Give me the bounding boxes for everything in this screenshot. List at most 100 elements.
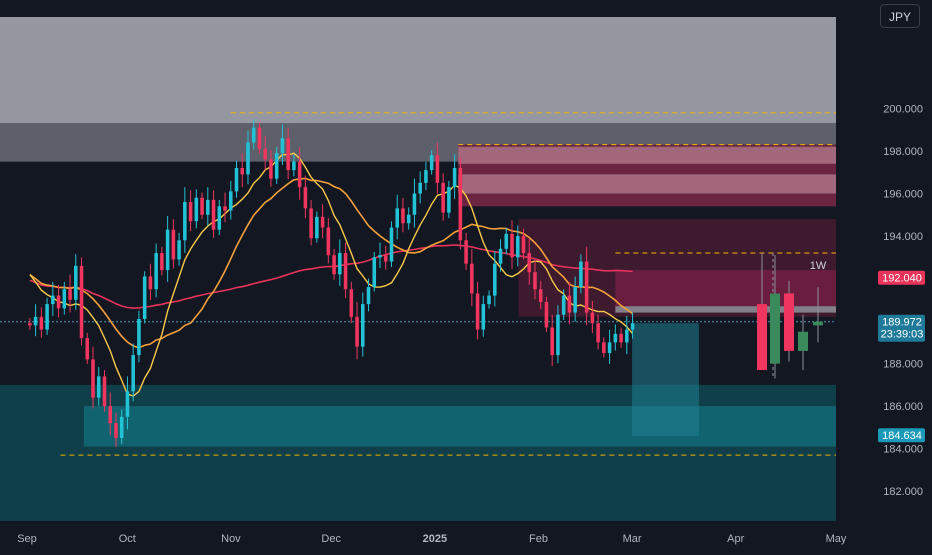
candle-body — [619, 333, 623, 343]
candle-body — [297, 161, 302, 188]
candle-body — [326, 227, 331, 256]
candle-body — [389, 227, 394, 262]
candle-body — [538, 289, 543, 302]
candle-body — [378, 255, 382, 258]
price-tick-label: 184.000 — [883, 444, 923, 456]
countdown-label: 23:39:03 — [881, 329, 924, 341]
candle-body — [286, 138, 290, 171]
candle-body — [349, 289, 354, 317]
candle-body — [630, 323, 635, 330]
candle-body — [567, 295, 572, 313]
candle-body — [550, 327, 554, 356]
candle-body — [246, 142, 250, 175]
candle-body — [452, 167, 457, 188]
grey-zone-upper — [0, 17, 836, 124]
candle-body — [527, 253, 532, 273]
candle-body — [309, 208, 313, 239]
candle-body — [171, 229, 176, 260]
time-tick-label: May — [826, 533, 847, 545]
candle-body — [464, 240, 468, 264]
candle-body — [418, 182, 422, 194]
candle-body — [475, 293, 480, 330]
price-tick-label: 188.000 — [883, 359, 923, 371]
candle-body — [177, 240, 181, 260]
time-tick-label: Dec — [321, 533, 341, 545]
candle-body — [51, 295, 55, 305]
candle-body — [125, 391, 130, 417]
candle-body — [160, 253, 164, 271]
currency-button[interactable]: JPY — [880, 4, 920, 28]
last-price-label: 189.972 — [882, 317, 922, 329]
candle-body — [590, 312, 595, 324]
moving-averages-layer — [29, 152, 634, 397]
candle-body — [613, 333, 618, 343]
time-tick-label: 2025 — [423, 533, 447, 545]
candle-body — [533, 272, 537, 290]
candle-body — [596, 323, 600, 343]
candle-body — [274, 153, 279, 179]
candle-body — [366, 287, 371, 305]
candle-body — [183, 202, 187, 241]
candle-body — [343, 253, 348, 290]
candle-body — [292, 161, 296, 171]
demand-zone — [0, 384, 836, 521]
weekly-candles-layer: 1W — [757, 253, 827, 379]
candle-body — [515, 236, 520, 258]
candle-body — [217, 206, 222, 230]
candle-body — [561, 295, 566, 315]
weekly-body — [798, 331, 808, 351]
weekly-body — [770, 293, 780, 364]
price-tick-label: 200.000 — [883, 103, 923, 115]
time-tick-label: Nov — [221, 533, 241, 545]
candle-body — [303, 187, 308, 209]
candle-body — [263, 148, 267, 160]
weekly-body — [784, 293, 794, 351]
candle-body — [602, 342, 606, 353]
candle-body — [401, 208, 405, 224]
weekly-body — [757, 304, 767, 371]
support-price-label: 184.634 — [882, 430, 922, 442]
candle-body — [544, 301, 549, 328]
candle-body — [493, 263, 497, 296]
candle-body — [68, 289, 72, 300]
ma-slow-line — [29, 244, 633, 309]
candle-body — [137, 318, 141, 356]
time-tick-label: Apr — [727, 533, 744, 545]
candle-body — [200, 197, 204, 215]
candle-body — [28, 323, 32, 326]
weekly-body — [813, 321, 823, 326]
candle-body — [234, 167, 239, 192]
candle-body — [424, 170, 428, 183]
candle-body — [62, 289, 67, 309]
supply-zone-core — [615, 270, 836, 307]
candle-body — [383, 255, 388, 262]
ma-fast-line — [29, 152, 634, 397]
candle-body — [510, 233, 514, 258]
candle-body — [211, 199, 216, 230]
candle-body — [85, 338, 90, 360]
candles-layer — [28, 119, 635, 448]
candle-body — [114, 423, 118, 439]
candle-body — [498, 248, 503, 264]
candle-body — [372, 257, 377, 288]
candle-body — [165, 229, 170, 271]
candle-body — [33, 316, 38, 326]
candle-body — [579, 261, 583, 288]
candle-body — [39, 316, 44, 330]
price-tick-label: 198.000 — [883, 146, 923, 158]
candle-body — [521, 236, 526, 254]
candle-body — [223, 206, 227, 211]
supply-stripe-2 — [458, 174, 836, 194]
candle-body — [131, 355, 135, 392]
candle-body — [355, 316, 359, 347]
candle-body — [45, 304, 49, 330]
time-tick-label: Feb — [529, 533, 548, 545]
candle-body — [406, 214, 411, 224]
candle-body — [79, 265, 84, 339]
candle-body — [584, 261, 589, 313]
candle-body — [206, 199, 210, 215]
resistance-price-label: 192.040 — [882, 273, 922, 285]
